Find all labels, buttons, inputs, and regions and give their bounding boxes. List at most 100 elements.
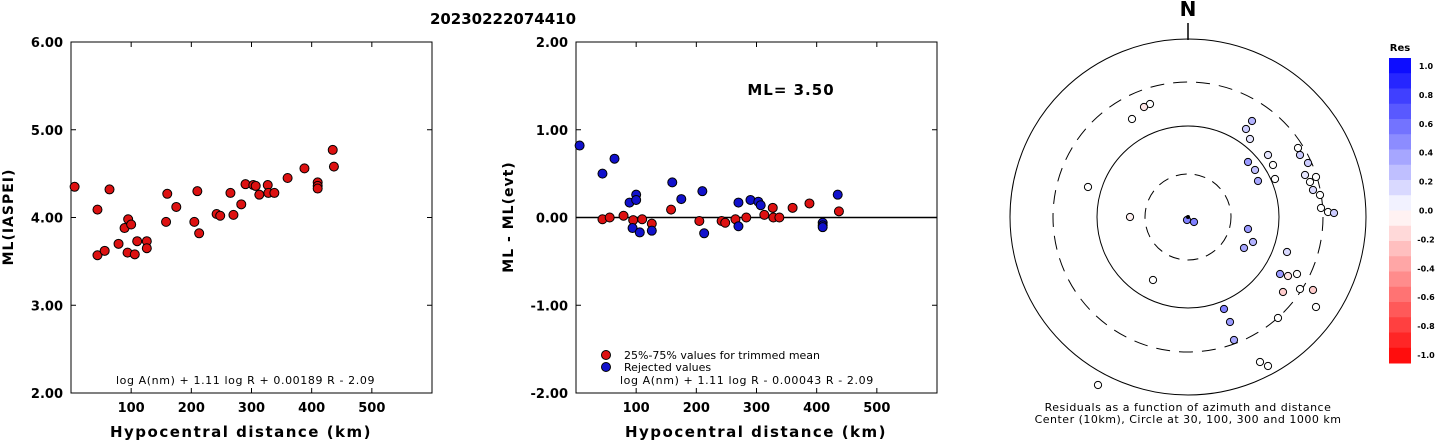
station-point: [1225, 317, 1235, 327]
colorbar-tick-label: 0.8: [1419, 91, 1434, 100]
colorbar-swatch: [1389, 210, 1411, 227]
formula-annotation: log A(nm) + 1.11 log R - 0.00043 R - 2.0…: [620, 374, 874, 387]
colorbar-swatch: [1389, 225, 1411, 242]
station-point: [1250, 165, 1260, 175]
data-point: [631, 194, 642, 205]
x-axis-label: Hypocentral distance (km): [110, 423, 372, 441]
data-point: [694, 216, 705, 227]
station-point: [1315, 190, 1325, 200]
residual-vs-distance-chart: 100 200 300 400 500 -2.00 -1.00 0.00 1.00 2.00 M…: [501, 36, 938, 441]
data-point: [627, 223, 638, 234]
y-tick-label: 4.00: [31, 212, 63, 227]
station-point: [1255, 357, 1265, 367]
colorbar-tick-label: -0.6: [1417, 293, 1435, 302]
y-tick-label: 2.00: [31, 387, 63, 402]
x-tick-label: 400: [803, 401, 830, 416]
station-point: [1139, 102, 1149, 112]
data-point: [228, 209, 239, 220]
data-point: [832, 189, 843, 200]
station-point: [1305, 177, 1315, 187]
legend-label-trimmed: 25%-75% values for trimmed mean: [624, 349, 820, 362]
residual-colorbar: Res 1.0 0.8 0.6 0.4 0.2 0.0 -0.2 -0.4 -0.6 -0.8 -1…: [1389, 43, 1435, 364]
data-point: [99, 245, 110, 256]
x-axis-ticks: 100 200 300 400 500: [623, 42, 890, 416]
data-point: [733, 221, 744, 232]
data-points: [574, 140, 844, 239]
data-point: [817, 222, 828, 233]
x-tick-label: 300: [238, 401, 265, 416]
colorbar-swatch: [1389, 256, 1411, 272]
data-point: [141, 243, 152, 254]
data-point: [667, 177, 678, 188]
station-point: [1248, 237, 1258, 247]
colorbar-swatch: [1389, 119, 1411, 135]
station-point: [1241, 124, 1251, 134]
data-point: [720, 217, 731, 228]
ml-value-label: ML= 3.50: [747, 81, 834, 99]
data-point: [269, 187, 280, 198]
y-tick-label: 2.00: [536, 36, 568, 51]
colorbar-swatch: [1389, 164, 1411, 181]
colorbar-tick-label: 0.2: [1419, 178, 1433, 187]
colorbar-tick-label: 0.4: [1419, 149, 1434, 158]
ring-30km: [1144, 173, 1232, 261]
x-tick-label: 300: [743, 401, 770, 416]
colorbar-swatch: [1389, 317, 1411, 333]
colorbar-tick-label: 0.6: [1419, 120, 1434, 129]
station-point: [1148, 275, 1158, 285]
data-point: [312, 183, 323, 194]
x-axis-label: Hypocentral distance (km): [625, 423, 887, 441]
colorbar-swatch: [1389, 241, 1411, 257]
station-point: [1282, 247, 1292, 257]
x-tick-label: 500: [358, 401, 385, 416]
station-point: [1311, 172, 1321, 182]
colorbar-tick-label: 0.0: [1419, 207, 1434, 216]
data-point: [299, 163, 310, 174]
x-tick-label: 200: [178, 401, 205, 416]
data-point: [162, 188, 173, 199]
caption-line-1: Residuals as a function of azimuth and d…: [1045, 401, 1332, 414]
colorbar-swatch: [1389, 302, 1411, 318]
station-point: [1263, 361, 1273, 371]
colorbar-swatches: [1389, 58, 1411, 364]
y-tick-label: 0.00: [536, 212, 568, 227]
azimuth-residual-plot: N Residuals as a function of azimuth and…: [1009, 0, 1367, 426]
data-point: [92, 204, 103, 215]
colorbar-tick-label: -0.8: [1417, 322, 1435, 331]
x-tick-label: 100: [118, 401, 145, 416]
data-point: [755, 200, 766, 211]
data-point: [741, 212, 752, 223]
data-point: [161, 216, 172, 227]
station-point: [1303, 158, 1313, 168]
data-point: [787, 202, 798, 213]
colorbar-tick-label: -0.2: [1417, 235, 1435, 244]
station-point: [1295, 150, 1305, 160]
data-point: [637, 214, 648, 225]
data-point: [634, 227, 645, 238]
data-point: [666, 204, 677, 215]
x-tick-label: 200: [683, 401, 710, 416]
data-point: [250, 180, 261, 191]
station-point: [1247, 116, 1257, 126]
station-point: [1295, 284, 1305, 294]
station-point: [1127, 114, 1137, 124]
data-point: [327, 144, 338, 155]
legend-marker-trimmed: [601, 350, 611, 360]
station-point: [1239, 243, 1249, 253]
formula-annotation: log A(nm) + 1.11 log R + 0.00189 R - 2.0…: [116, 374, 375, 387]
station-point: [1125, 212, 1135, 222]
station-point: [1219, 304, 1229, 314]
data-point: [618, 210, 629, 221]
data-point: [236, 199, 247, 210]
station-point: [1263, 150, 1273, 160]
station-residual-points: [1083, 99, 1339, 390]
north-label: N: [1180, 0, 1197, 21]
station-point: [1278, 287, 1288, 297]
data-point: [104, 184, 115, 195]
data-point: [759, 209, 770, 220]
station-point: [1311, 302, 1321, 312]
colorbar-tick-label: -0.4: [1417, 264, 1435, 273]
station-point: [1316, 203, 1326, 213]
epicenter-marker: [1186, 215, 1190, 219]
y-tick-label: 1.00: [536, 124, 568, 139]
